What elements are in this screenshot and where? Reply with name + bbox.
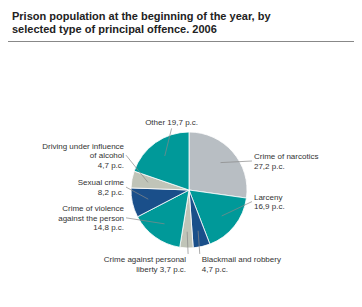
html-text:selected type of principal off: selected type of principal offence. 2006	[12, 23, 217, 35]
svg-text:Driving under influenceof alco: Driving under influenceof alcohol4,7 p.c…	[42, 142, 124, 170]
svg-text:Sexual crime8,2 p.c.: Sexual crime8,2 p.c.	[78, 178, 125, 197]
svg-text:Crime against personalliberty: Crime against personalliberty 3,7 p.c.	[104, 255, 186, 274]
svg-text:Larceny16,9 p.c.: Larceny16,9 p.c.	[254, 193, 285, 212]
svg-text:Blackmail and robbery4,7 p.c.: Blackmail and robbery4,7 p.c.	[202, 255, 281, 274]
svg-text:Crime of violenceagainst the p: Crime of violenceagainst the person14,8 …	[58, 204, 124, 232]
html-text:Prison population at the begin: Prison population at the beginning of th…	[12, 10, 271, 22]
svg-text:Crime of narcotics27,2 p.c.: Crime of narcotics27,2 p.c.	[254, 152, 318, 171]
svg-text:Other 19,7 p.c.: Other 19,7 p.c.	[145, 118, 198, 127]
